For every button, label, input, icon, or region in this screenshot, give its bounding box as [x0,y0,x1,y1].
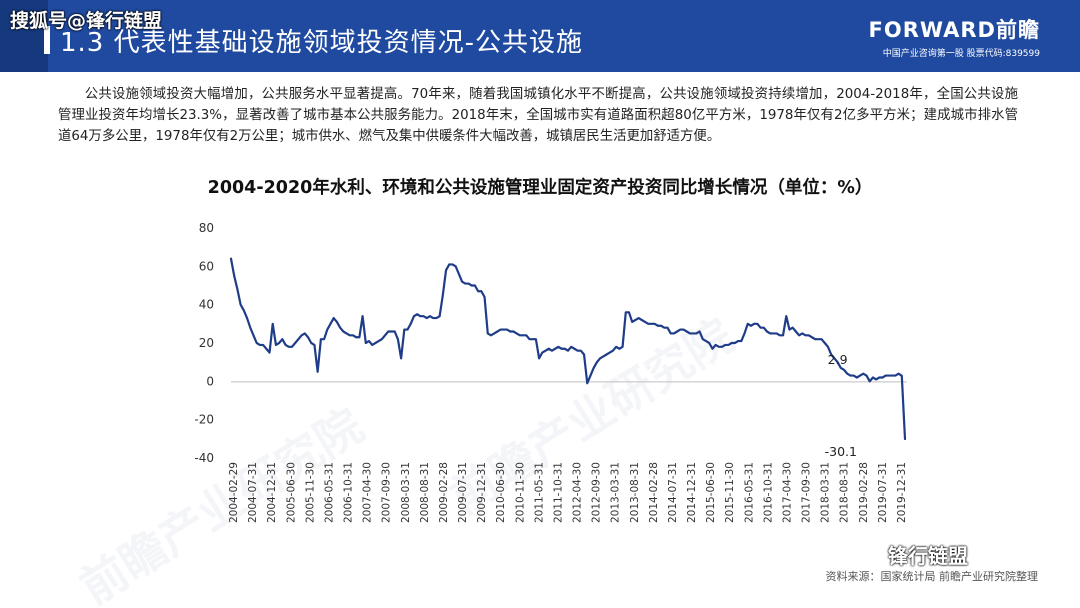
y-tick-label: 20 [199,336,214,350]
x-tick-label: 2012-09-30 [591,462,603,523]
brand-subtitle: 中国产业咨询第一股 股票代码:839599 [882,49,1040,59]
data-label: -30.1 [825,444,857,459]
x-tick-label: 2012-04-30 [572,462,584,523]
header-bar: 1.3 代表性基础设施领域投资情况-公共设施 搜狐号@锋行链盟 FORWARD前… [0,0,1080,72]
header-accent [0,0,48,72]
y-tick-label: 80 [199,221,214,235]
x-tick-label: 2010-06-30 [495,462,507,523]
y-tick-label: 0 [206,374,214,388]
x-tick-label: 2013-08-31 [629,462,641,523]
x-tick-label: 2009-02-28 [438,462,450,523]
source-note: 资料来源：国家统计局 前瞻产业研究院整理 [825,570,1039,583]
y-tick-label: -20 [194,413,214,427]
chart-title: 2004-2020年水利、环境和公共设施管理业固定资产投资同比增长情况（单位：%… [207,178,873,198]
x-tick-label: 2005-06-30 [285,462,297,523]
x-tick-label: 2018-03-31 [820,462,832,523]
x-tick-label: 2016-10-31 [762,462,774,523]
x-tick-label: 2011-05-31 [533,462,545,523]
x-tick-label: 2019-07-31 [877,462,889,523]
x-tick-label: 2016-05-31 [743,462,755,523]
sohu-watermark: 搜狐号@锋行链盟 [10,10,163,32]
x-tick-label: 2004-02-29 [228,462,240,523]
x-tick-label: 2010-11-30 [514,462,526,523]
x-tick-label: 2019-12-31 [896,462,908,523]
x-tick-label: 2008-03-31 [400,462,412,523]
x-tick-label: 2013-03-31 [610,462,622,523]
x-tick-label: 2006-10-31 [343,462,355,523]
intro-text: 公共设施领域投资大幅增加，公共服务水平显著提高。70年来，随着我国城镇化水平不断… [58,87,1018,144]
brand-name: FORWARD前瞻 [868,18,1040,42]
x-tick-label: 2006-05-31 [323,462,335,523]
y-tick-label: 60 [199,259,214,273]
x-tick-label: 2007-04-30 [362,462,374,523]
x-tick-label: 2014-12-31 [686,462,698,523]
x-tick-label: 2011-10-31 [552,462,564,523]
intro-paragraph: 公共设施领域投资大幅增加，公共服务水平显著提高。70年来，随着我国城镇化水平不断… [58,84,1018,147]
x-tick-label: 2019-02-28 [858,462,870,523]
x-tick-label: 2015-06-30 [705,462,717,523]
x-tick-label: 2014-02-28 [648,462,660,523]
x-tick-label: 2004-07-31 [247,462,259,523]
series-line [229,257,907,441]
x-tick-label: 2018-08-31 [839,462,851,523]
title-marker [44,26,50,54]
x-tick-label: 2004-12-31 [266,462,278,523]
x-tick-label: 2015-11-30 [724,462,736,523]
x-tick-label: 2009-12-31 [476,462,488,523]
x-tick-label: 2017-04-30 [781,462,793,523]
x-tick-label: 2005-11-30 [304,462,316,523]
x-tick-label: 2017-09-30 [801,462,813,523]
x-tick-label: 2008-08-31 [419,462,431,523]
x-tick-label: 2009-07-31 [457,462,469,523]
brand-logo: FORWARD前瞻 中国产业咨询第一股 股票代码:839599 [869,14,1040,59]
x-tick-label: 2014-07-31 [667,462,679,523]
x-tick-label: 2007-09-30 [381,462,393,523]
wechat-watermark: 锋行链盟 [888,544,968,568]
page-title: 1.3 代表性基础设施领域投资情况-公共设施 [60,28,583,58]
data-label: 2.9 [828,352,848,367]
y-tick-label: -40 [194,451,214,465]
y-tick-label: 40 [199,298,214,312]
